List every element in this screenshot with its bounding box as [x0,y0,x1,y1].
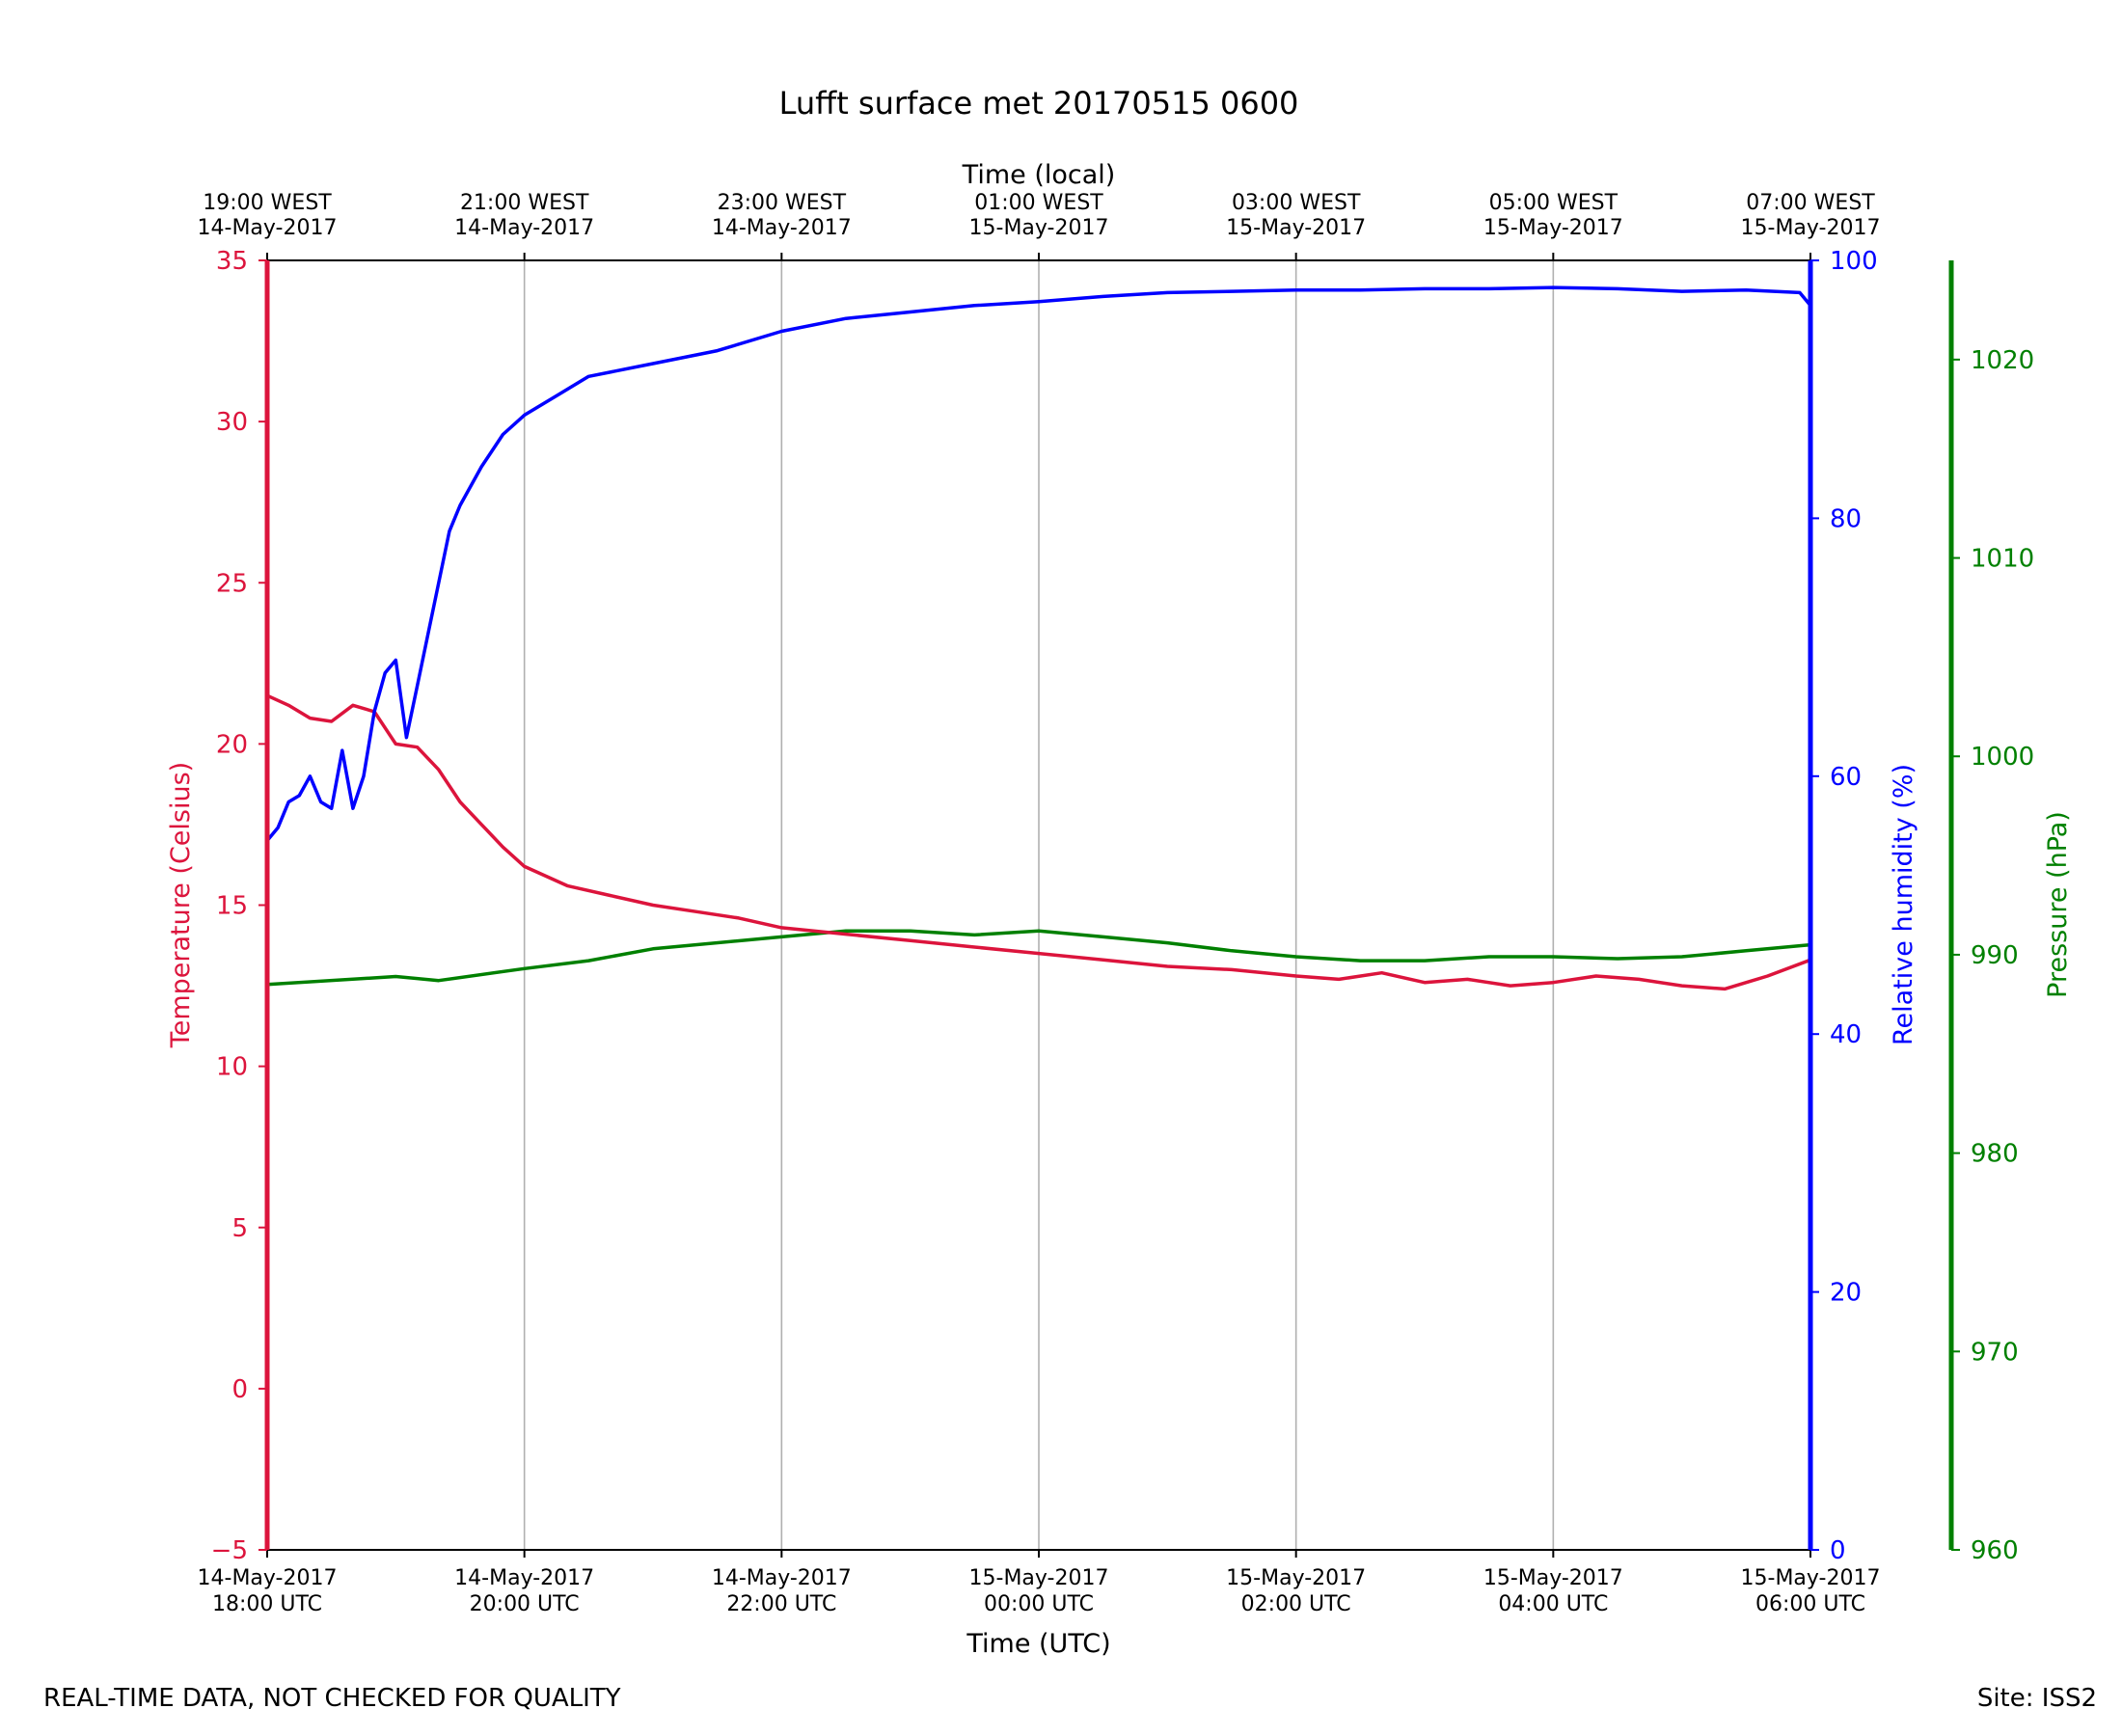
x2-tick-label-time: 23:00 WEST [718,191,847,215]
x-tick-label-time: 20:00 UTC [470,1592,580,1616]
pressure-tick-label: 970 [1971,1338,2019,1367]
humidity-series-line [265,285,1812,843]
x2-tick-label-date: 14-May-2017 [454,216,594,240]
x-tick-label-date: 15-May-2017 [1226,1566,1366,1590]
gridlines [523,260,1555,1550]
temperature-tick-label: 35 [216,247,248,276]
temperature-tick-label: 5 [231,1214,248,1243]
temperature-series-line [265,693,1812,991]
pressure-tick-label: 1000 [1971,743,2034,772]
humidity-axis-label: Relative humidity (%) [1889,764,1918,1045]
x2-tick-label-time: 03:00 WEST [1232,191,1361,215]
pressure-tick-label: 1010 [1971,545,2034,574]
humidity-axis: 0 20 40 60 80 100 [1808,247,1878,1565]
x2-tick-label-date: 15-May-2017 [1741,216,1881,240]
x-tick-label-time: 02:00 UTC [1241,1592,1351,1616]
x-axis-label: Time (UTC) [966,1629,1110,1659]
x-tick-label-date: 14-May-2017 [712,1566,852,1590]
x2-tick-label-time: 05:00 WEST [1489,191,1619,215]
temperature-tick-label: 25 [216,569,248,598]
x2-tick-label-date: 14-May-2017 [712,216,852,240]
temperature-tick-label: −5 [211,1536,248,1565]
x-tick-label-date: 15-May-2017 [969,1566,1109,1590]
x2-tick-label-time: 07:00 WEST [1746,191,1875,215]
temperature-tick-label: 0 [231,1375,248,1404]
x2-tick-label-time: 21:00 WEST [460,191,589,215]
pressure-tick-label: 1020 [1971,346,2034,375]
x-tick-label-time: 04:00 UTC [1498,1592,1608,1616]
x2-tick-label-date: 15-May-2017 [1483,216,1623,240]
site-label: Site: ISS2 [1976,1684,2097,1713]
pressure-axis-label: Pressure (hPa) [2043,811,2073,998]
x2-tick-label-date: 15-May-2017 [1226,216,1366,240]
chart-title: Lufft surface met 20170515 0600 [779,85,1299,122]
temperature-tick-label: 15 [216,892,248,921]
x2-tick-label-date: 15-May-2017 [969,216,1109,240]
x-tick-label-time: 18:00 UTC [212,1592,322,1616]
x-tick-label-date: 14-May-2017 [454,1566,594,1590]
quality-disclaimer: REAL-TIME DATA, NOT CHECKED FOR QUALITY [43,1684,621,1713]
top-axis-label: Time (local) [962,160,1116,190]
humidity-tick-label: 100 [1830,247,1878,276]
temperature-tick-label: 10 [216,1053,248,1082]
x2-tick-label-date: 14-May-2017 [198,216,338,240]
temperature-axis: −5 0 5 10 15 20 25 30 35 [211,247,270,1565]
pressure-series-line [265,929,1812,987]
x-tick-label-date: 14-May-2017 [198,1566,338,1590]
humidity-tick-label: 40 [1830,1020,1862,1049]
x2-tick-label-time: 19:00 WEST [203,191,332,215]
data-series [265,285,1812,991]
humidity-tick-label: 60 [1830,763,1862,792]
x2-tick-label-time: 01:00 WEST [974,191,1103,215]
pressure-tick-label: 980 [1971,1140,2019,1169]
temperature-axis-label: Temperature (Celsius) [166,762,196,1048]
x-tick-label-date: 15-May-2017 [1741,1566,1881,1590]
x-tick-label-time: 22:00 UTC [726,1592,836,1616]
temperature-tick-label: 20 [216,730,248,759]
x-tick-label-date: 15-May-2017 [1483,1566,1623,1590]
humidity-tick-label: 20 [1830,1279,1862,1308]
pressure-tick-label: 990 [1971,941,2019,970]
x-tick-label-time: 00:00 UTC [984,1592,1094,1616]
temperature-tick-label: 30 [216,408,248,437]
pressure-tick-label: 960 [1971,1536,2019,1565]
humidity-tick-label: 0 [1830,1536,1846,1565]
pressure-axis: 960 970 980 990 1000 1010 1020 [1948,260,2034,1565]
humidity-tick-label: 80 [1830,504,1862,533]
x-tick-label-time: 06:00 UTC [1755,1592,1865,1616]
